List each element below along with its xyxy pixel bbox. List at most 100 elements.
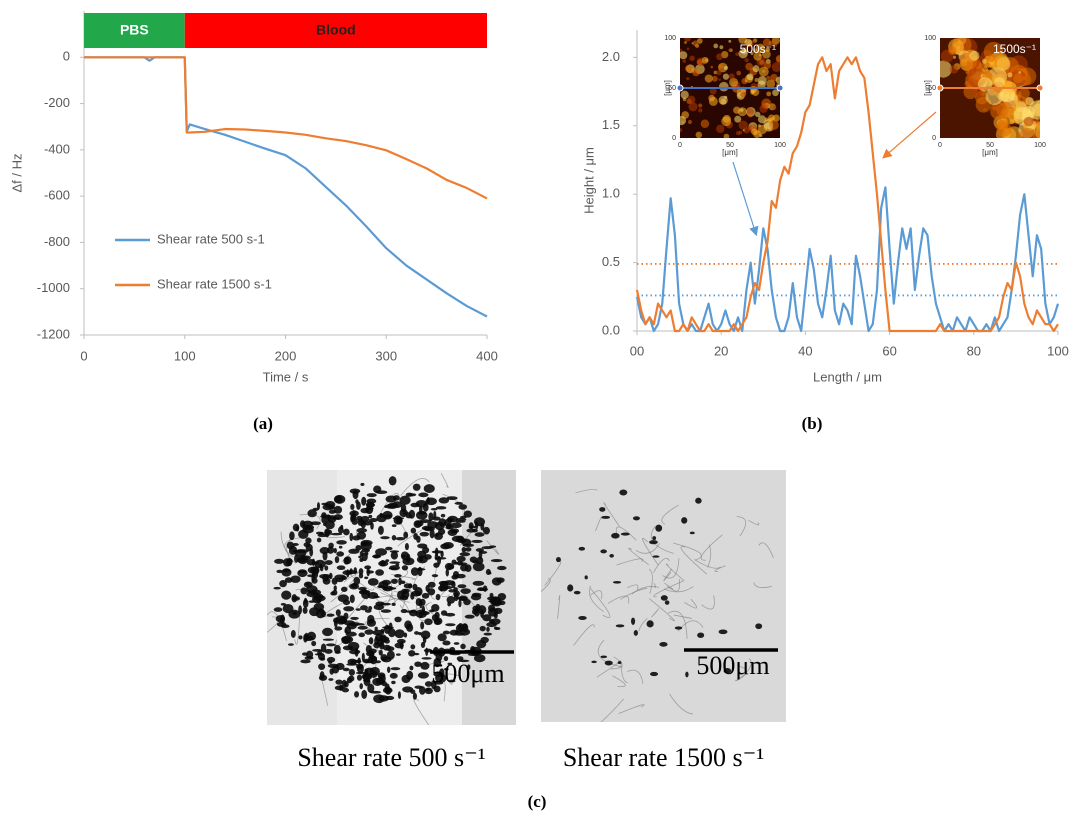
aggregate xyxy=(323,522,327,527)
aggregate xyxy=(410,644,416,650)
aggregate xyxy=(331,577,338,585)
y-tick-label: -200 xyxy=(44,95,70,110)
aggregate xyxy=(382,587,389,591)
inset-speck xyxy=(942,30,948,36)
aggregate xyxy=(403,531,409,539)
fibre xyxy=(616,558,644,566)
inset-speck xyxy=(722,73,730,80)
aggregate xyxy=(414,631,420,635)
aggregate xyxy=(445,568,450,577)
inset-speck xyxy=(719,99,722,103)
inset-speck xyxy=(952,55,956,59)
fibre xyxy=(612,675,626,688)
aggregate xyxy=(368,637,374,645)
x-tick-label: 0 xyxy=(80,348,87,363)
inset-speck xyxy=(752,38,758,43)
inset-speck xyxy=(689,55,695,62)
aggregate xyxy=(442,630,451,635)
aggregate xyxy=(438,497,450,504)
aggregate xyxy=(414,685,423,689)
aggregate xyxy=(412,692,417,700)
aggregate xyxy=(316,502,321,510)
inset-speck xyxy=(1039,128,1040,133)
inset-speck xyxy=(1028,100,1040,120)
aggregate xyxy=(378,636,390,642)
x-tick-label: 40 xyxy=(798,343,812,358)
aggregate xyxy=(311,640,317,647)
fibre xyxy=(680,546,708,575)
aggregate xyxy=(322,577,331,585)
aggregate xyxy=(620,532,630,536)
aggregate xyxy=(338,545,343,549)
inset-speck xyxy=(775,54,780,63)
aggregate xyxy=(274,558,285,564)
aggregate xyxy=(324,560,333,565)
aggregate xyxy=(406,623,414,632)
inset-speck xyxy=(1018,71,1022,74)
aggregate xyxy=(448,679,456,683)
inset-speck xyxy=(696,38,703,44)
aggregate xyxy=(356,664,364,674)
aggregate xyxy=(410,590,422,597)
inset-speck xyxy=(680,115,687,126)
inset-speck xyxy=(686,77,690,81)
aggregate xyxy=(444,585,453,590)
fibre xyxy=(486,540,500,555)
aggregate xyxy=(611,532,620,539)
inset-speck xyxy=(754,111,761,118)
aggregate xyxy=(409,665,414,671)
aggregate xyxy=(322,627,333,637)
inset-speck xyxy=(744,38,752,47)
aggregate xyxy=(356,623,365,626)
inset-speck xyxy=(757,80,766,89)
y-tick-label: 2.0 xyxy=(602,49,620,64)
aggregate xyxy=(276,569,283,574)
aggregate xyxy=(366,493,377,498)
inset-x-tick: 50 xyxy=(986,142,994,149)
aggregate xyxy=(419,556,424,562)
aggregate xyxy=(326,546,335,554)
aggregate xyxy=(358,573,364,579)
aggregate xyxy=(370,670,378,678)
aggregate xyxy=(601,515,611,519)
aggregate xyxy=(418,492,429,498)
inset-y-tick: 50 xyxy=(668,85,676,92)
inset-speck xyxy=(718,63,724,69)
fibre xyxy=(441,594,450,598)
aggregate xyxy=(483,632,492,636)
fibre xyxy=(700,534,723,561)
aggregate xyxy=(435,506,447,510)
aggregate xyxy=(452,571,459,578)
aggregate xyxy=(459,515,467,519)
aggregate xyxy=(488,604,496,612)
aggregate xyxy=(397,691,401,699)
aggregate xyxy=(493,607,503,615)
aggregate xyxy=(305,582,310,586)
aggregate xyxy=(412,583,418,591)
inset-y-tick: 0 xyxy=(672,135,676,142)
inset-speck xyxy=(762,49,771,59)
aggregate xyxy=(360,482,365,487)
aggregate xyxy=(338,616,348,625)
aggregate xyxy=(424,687,433,695)
inset-speck xyxy=(713,70,718,75)
inset-speck xyxy=(740,108,744,112)
aggregate xyxy=(298,635,303,640)
aggregate xyxy=(369,690,382,694)
y-tick-label: 0.0 xyxy=(602,322,620,337)
aggregate xyxy=(395,536,406,541)
inset-speck xyxy=(773,106,777,110)
aggregate xyxy=(389,561,401,564)
aggregate xyxy=(408,650,416,657)
aggregate xyxy=(279,580,287,588)
fibre xyxy=(600,698,624,722)
aggregate xyxy=(422,546,430,554)
x-tick-label: 300 xyxy=(375,348,397,363)
aggregate xyxy=(354,691,360,698)
aggregate xyxy=(404,542,409,551)
aggregate xyxy=(349,594,355,604)
aggregate xyxy=(382,644,392,651)
aggregate xyxy=(578,615,587,621)
inset-speck xyxy=(1022,76,1027,81)
inset-speck xyxy=(766,75,771,80)
